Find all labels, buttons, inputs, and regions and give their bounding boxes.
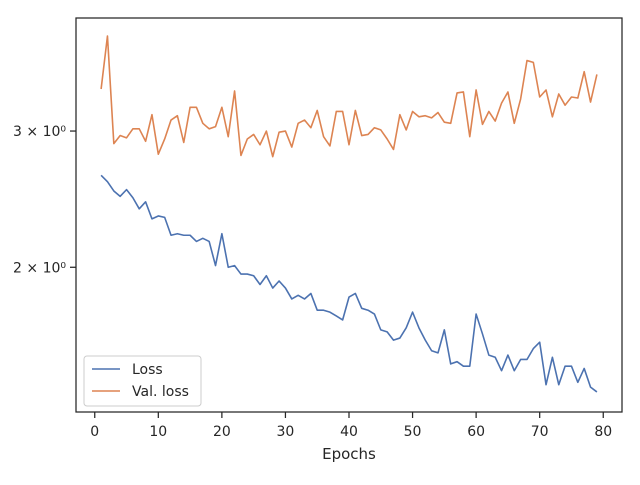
y-tick-label: 2 × 10⁰ [13,260,66,276]
legend: Loss Val. loss [83,355,202,407]
legend-label: Loss [132,362,163,378]
series-line-1 [100,35,598,158]
axes-frame [75,17,623,413]
x-tick-label: 0 [90,424,99,440]
legend-label: Val. loss [132,384,189,400]
series-layer [100,35,598,393]
x-tick-label: 70 [531,424,549,440]
x-tick-label: 50 [404,424,422,440]
y-axis: 2 × 10⁰ 3 × 10⁰ [13,124,76,276]
x-tick-label: 20 [213,424,231,440]
series-line-0 [100,174,598,393]
x-tick-label: 30 [277,424,295,440]
y-tick-label: 3 × 10⁰ [13,124,66,140]
x-axis: 0 10 20 30 40 50 60 70 80 [90,412,612,440]
x-tick-label: 60 [467,424,485,440]
x-tick-label: 80 [594,424,612,440]
x-tick-label: 10 [149,424,167,440]
x-axis-label: Epochs [322,445,376,463]
x-tick-label: 40 [340,424,358,440]
